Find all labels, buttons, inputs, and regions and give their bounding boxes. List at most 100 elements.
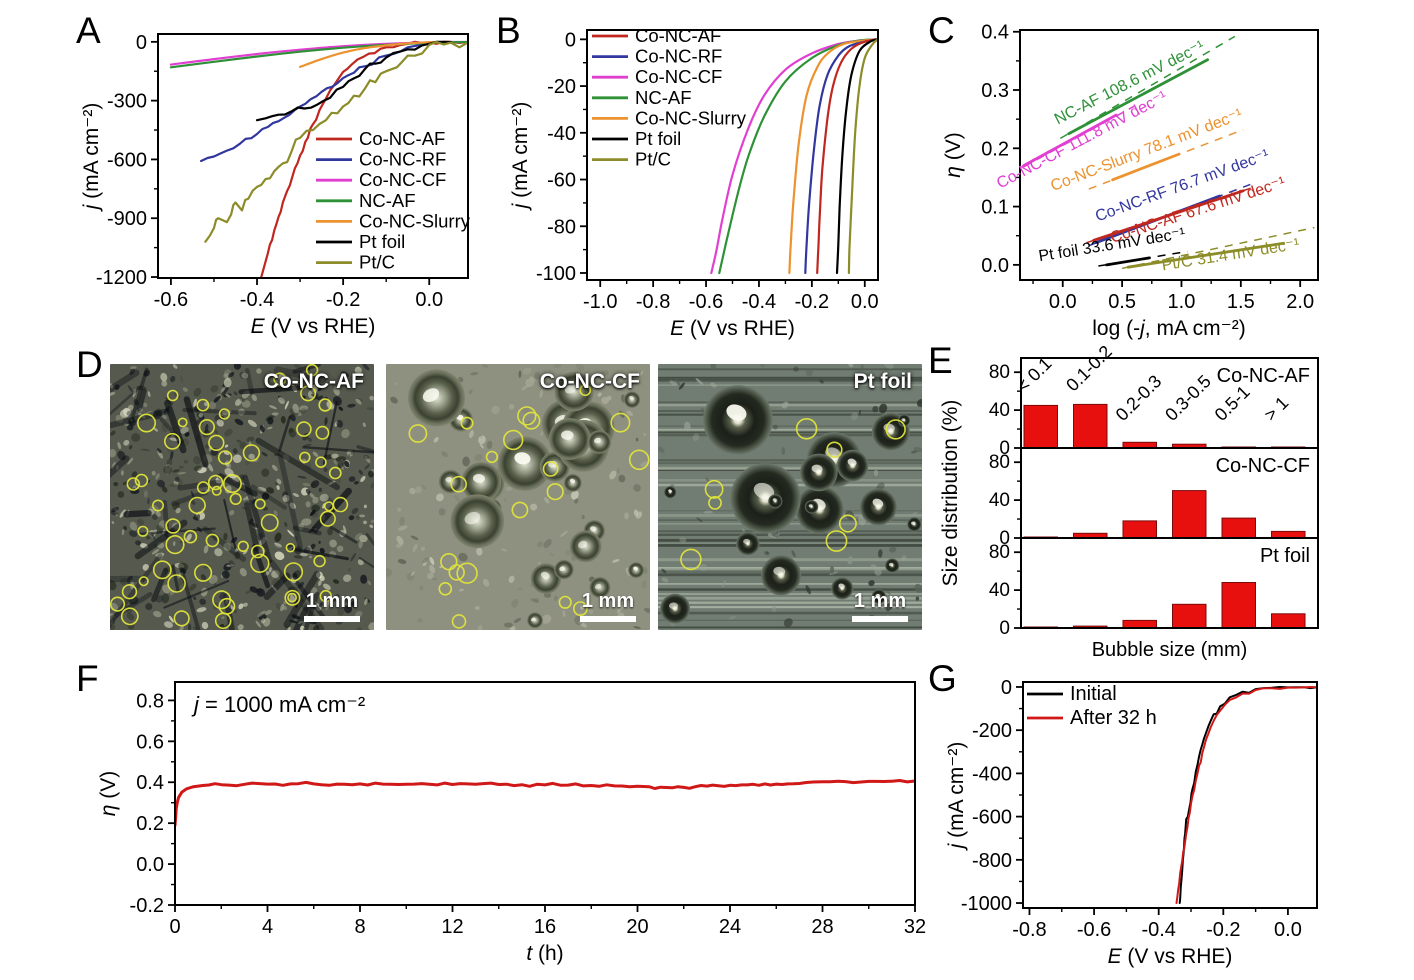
svg-text:0.2: 0.2 [136,813,164,835]
svg-text:Co-NC-CF: Co-NC-CF [1216,455,1310,477]
svg-text:Co-NC-AF: Co-NC-AF [635,25,721,46]
svg-text:j (mA cm⁻²): j (mA cm⁻²) [80,103,103,213]
svg-text:32: 32 [904,916,926,938]
svg-text:Co-NC-AF: Co-NC-AF [359,128,445,149]
svg-text:0.5-1: 0.5-1 [1211,382,1254,425]
svg-text:40: 40 [989,580,1010,601]
svg-text:Co-NC-CF: Co-NC-CF [635,66,722,87]
svg-text:-60: -60 [547,170,576,192]
svg-text:0.4: 0.4 [981,22,1009,44]
scale-bar-text: 1 mm [853,590,907,612]
svg-text:-900: -900 [107,208,147,230]
svg-text:> 1: > 1 [1260,393,1292,425]
svg-text:2.0: 2.0 [1286,291,1314,313]
photo-label-co-nc-af: Co-NC-AF [263,370,364,393]
svg-text:E (V vs RHE): E (V vs RHE) [670,317,795,340]
svg-text:Co-NC-Slurry: Co-NC-Slurry [359,210,471,231]
svg-text:0: 0 [169,916,180,938]
scale-bar-text: 1 mm [581,590,635,612]
svg-text:0.3-0.5: 0.3-0.5 [1161,371,1215,425]
svg-text:Co-NC-Slurry: Co-NC-Slurry [635,107,747,128]
svg-text:0.8: 0.8 [136,690,164,712]
photo-label-pt-foil: Pt foil [853,370,912,393]
panel-label-d: D [76,344,103,385]
panel-label-a: A [76,10,101,51]
svg-text:0: 0 [1001,677,1012,699]
panel-label-b: B [496,10,521,51]
chart-c-tafel-plots: 0.0 0.5 1.0 1.5 2.0 0.0 0.1 0.2 0.3 0.4 log (-j, m… [922,8,1410,348]
svg-text:-800: -800 [972,850,1012,872]
svg-text:j = 1000 mA cm⁻²: j = 1000 mA cm⁻² [191,692,365,717]
svg-text:E (V vs RHE): E (V vs RHE) [251,315,376,338]
svg-text:Size distribution (%): Size distribution (%) [939,400,962,587]
panel-label-f: F [76,658,99,699]
svg-text:28: 28 [811,916,833,938]
svg-text:0: 0 [136,32,147,54]
svg-text:-0.6: -0.6 [689,291,723,313]
svg-text:t (h): t (h) [526,942,563,965]
svg-text:0: 0 [999,618,1010,639]
svg-text:8: 8 [354,916,365,938]
svg-text:-0.2: -0.2 [130,895,164,917]
svg-text:-0.4: -0.4 [1141,919,1175,941]
chart-g-initial-vs-after: -0.8 -0.6 -0.4 -0.2 0.0 0 -200 -400 -600 -800 -100… [920,664,1412,978]
svg-text:-400: -400 [972,763,1012,785]
svg-text:Co-NC-AF: Co-NC-AF [1217,365,1310,387]
svg-text:Initial: Initial [1070,683,1117,705]
svg-text:-0.4: -0.4 [742,291,776,313]
svg-text:-600: -600 [107,149,147,171]
svg-text:1.0: 1.0 [1168,291,1196,313]
svg-text:-80: -80 [547,216,576,238]
svg-text:-0.6: -0.6 [154,289,188,311]
svg-text:0.0: 0.0 [415,289,443,311]
svg-text:-1200: -1200 [96,267,147,289]
svg-text:0.3: 0.3 [981,80,1009,102]
svg-text:-100: -100 [536,263,576,285]
scale-bar-text: 1 mm [305,590,359,612]
svg-text:-200: -200 [972,720,1012,742]
svg-text:0: 0 [999,438,1010,459]
svg-text:0.2: 0.2 [981,138,1009,160]
chart-a-lsv-full-range: -0.6 -0.4 -0.2 0.0 0 -300 -600 -900 -1200 E (V vs… [70,8,490,348]
svg-text:1.5: 1.5 [1227,291,1255,313]
chart-e-bubble-size-distribution: 0 40 80 Co-NC-AF < 0.1 0.1-0.2 0.2-0.3 0.3-0.5 0… [922,342,1410,660]
svg-text:0.1: 0.1 [981,197,1009,219]
svg-text:12: 12 [441,916,463,938]
svg-text:0.6: 0.6 [136,731,164,753]
svg-text:< 0.1: < 0.1 [1013,353,1056,396]
panel-label-e: E [928,340,953,381]
svg-text:0.0: 0.0 [1274,919,1302,941]
svg-text:-0.6: -0.6 [1077,919,1111,941]
svg-text:24: 24 [719,916,741,938]
photo-co-nc-cf-bubbles: Co-NC-CF 1 mm [386,364,650,630]
svg-text:Bubble size (mm): Bubble size (mm) [1092,639,1248,660]
scale-bar-line [580,616,636,622]
svg-text:80: 80 [989,452,1010,473]
svg-text:0.5: 0.5 [1108,291,1136,313]
svg-text:20: 20 [626,916,648,938]
svg-text:0: 0 [565,29,576,51]
svg-text:0.0: 0.0 [136,854,164,876]
svg-text:Co-NC-RF: Co-NC-RF [359,149,446,170]
svg-text:-0.4: -0.4 [240,289,274,311]
scale-bar: 1 mm [852,590,908,622]
svg-text:-0.8: -0.8 [636,291,670,313]
svg-text:E (V vs RHE): E (V vs RHE) [1108,945,1233,968]
svg-text:Pt foil: Pt foil [359,231,405,252]
svg-text:η (V): η (V) [97,771,120,817]
svg-text:Co-NC-RF: Co-NC-RF [635,46,722,67]
svg-text:-0.2: -0.2 [795,291,829,313]
svg-text:-0.2: -0.2 [326,289,360,311]
svg-text:j (mA cm⁻²): j (mA cm⁻²) [945,742,968,852]
svg-text:η (V): η (V) [942,132,965,178]
svg-text:0.0: 0.0 [1049,291,1077,313]
svg-text:log (-j, mA cm⁻²): log (-j, mA cm⁻²) [1092,317,1245,340]
scale-bar-line [304,616,360,622]
svg-text:After 32 h: After 32 h [1070,707,1157,729]
photo-label-co-nc-cf: Co-NC-CF [539,370,640,393]
scale-bar-line [852,616,908,622]
photo-pt-foil-bubbles: Pt foil 1 mm [658,364,922,630]
svg-text:j (mA cm⁻²): j (mA cm⁻²) [509,102,532,212]
svg-text:0.1-0.2: 0.1-0.2 [1062,342,1116,395]
